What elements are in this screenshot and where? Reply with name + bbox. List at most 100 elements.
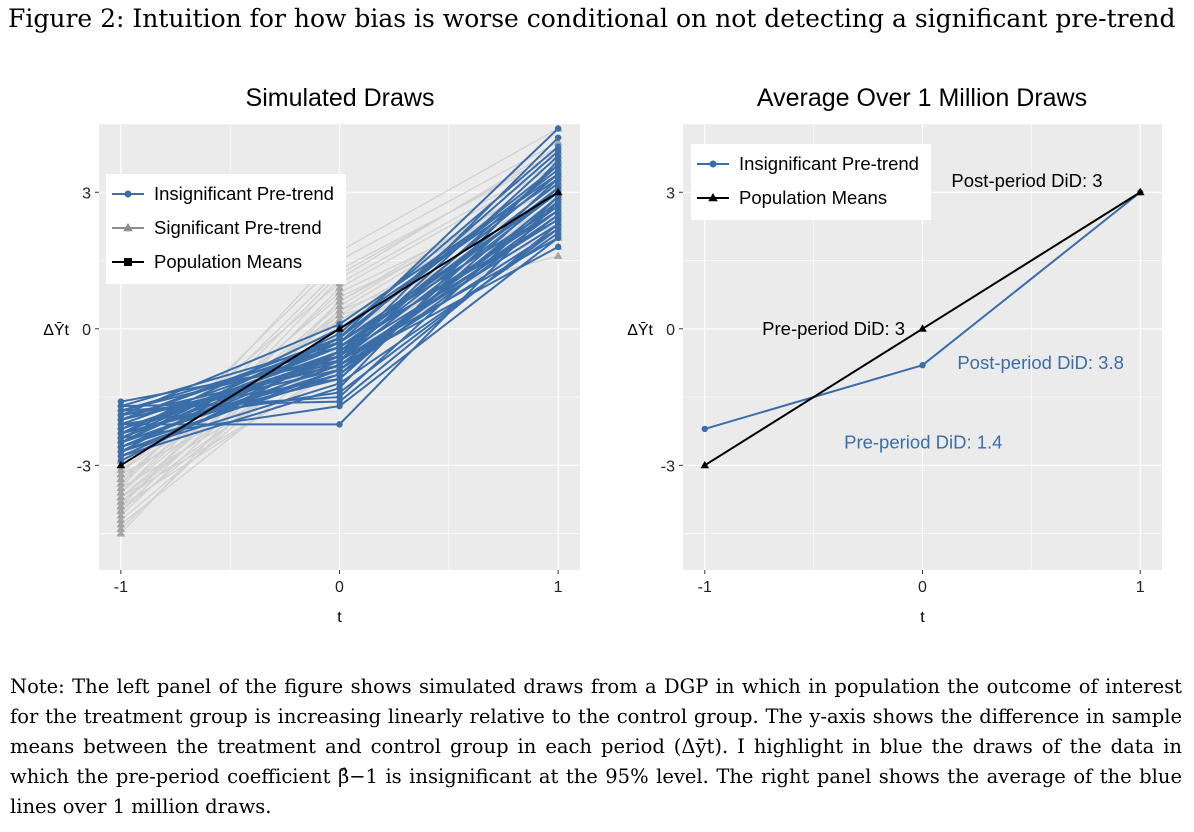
data-point xyxy=(700,460,710,469)
data-point xyxy=(335,315,344,323)
data-point xyxy=(554,184,562,191)
data-point xyxy=(918,324,927,332)
data-point xyxy=(554,207,562,214)
chart-title: Simulated Draws xyxy=(246,84,435,112)
data-point xyxy=(117,421,125,428)
data-point xyxy=(336,402,343,410)
data-point xyxy=(117,402,125,410)
y-tick-label: -3 xyxy=(77,458,91,475)
data-point xyxy=(554,198,562,205)
legend-key-marker xyxy=(123,223,133,232)
y-tick-label: 3 xyxy=(666,185,675,202)
series-population xyxy=(700,187,1145,469)
legend-box xyxy=(691,144,931,220)
legend: Insignificant Pre-trend Population Means xyxy=(691,144,931,220)
data-point xyxy=(554,143,562,150)
data-point xyxy=(117,430,125,437)
legend-label: Insignificant Pre-trend xyxy=(154,183,334,204)
data-point xyxy=(336,371,343,378)
data-point xyxy=(336,352,343,360)
legend-label: Population Means xyxy=(739,187,887,208)
data-point xyxy=(554,230,562,237)
data-point xyxy=(335,283,344,291)
data-point xyxy=(117,443,125,451)
data-point xyxy=(554,161,562,169)
data-point xyxy=(116,460,126,469)
data-point xyxy=(335,306,344,314)
legend-key-marker xyxy=(124,258,132,266)
data-point xyxy=(554,134,562,141)
data-point xyxy=(336,421,343,428)
data-point xyxy=(554,179,562,187)
data-point xyxy=(116,501,126,510)
data-point xyxy=(117,448,125,455)
legend-label: Significant Pre-trend xyxy=(154,217,322,238)
data-point xyxy=(336,398,343,405)
data-point xyxy=(701,425,708,433)
chart-panel-2: -3 0 3 -1 0 1 t ΔȲt Average Over 1 Million Draws… xyxy=(627,84,1162,626)
data-point xyxy=(336,330,343,337)
data-point xyxy=(919,362,926,369)
data-point xyxy=(554,202,562,210)
y-tick-label: 0 xyxy=(666,322,675,339)
data-point xyxy=(116,474,126,482)
data-point xyxy=(336,343,343,351)
legend: Insignificant Pre-trend Significant Pre-t… xyxy=(106,174,346,284)
data-point xyxy=(336,380,343,387)
data-point xyxy=(336,389,343,396)
data-point xyxy=(116,488,126,496)
data-point xyxy=(336,384,343,392)
legend-key-marker xyxy=(709,160,717,168)
annotation-label: Pre-period DiD: 3 xyxy=(762,318,905,339)
legend-label: Insignificant Pre-trend xyxy=(739,153,919,174)
data-point xyxy=(116,506,126,514)
data-point xyxy=(553,187,563,196)
data-point xyxy=(335,324,344,332)
data-point xyxy=(335,310,344,319)
data-point xyxy=(336,357,343,364)
data-point xyxy=(116,492,126,501)
data-point xyxy=(336,362,343,369)
data-point xyxy=(116,479,126,487)
data-point xyxy=(554,152,562,160)
legend-label: Population Means xyxy=(154,251,302,272)
data-point xyxy=(116,483,126,492)
legend-key-marker xyxy=(124,190,132,198)
data-point xyxy=(554,225,562,232)
data-point xyxy=(554,234,562,241)
x-tick-label: 0 xyxy=(335,579,344,596)
data-point xyxy=(553,137,563,146)
annotation-label: Pre-period DiD: 1.4 xyxy=(844,432,1002,453)
data-point xyxy=(554,125,562,132)
data-point xyxy=(554,157,562,164)
data-point xyxy=(116,469,126,478)
data-point xyxy=(554,148,562,155)
figure-charts: -3 0 3 -1 0 1 t ΔȲt Simulated Draws Insignificant… xyxy=(43,84,1162,626)
x-tick-label: 0 xyxy=(918,579,927,596)
data-point xyxy=(336,339,343,346)
annotation-label: Post-period DiD: 3 xyxy=(951,170,1102,191)
data-point xyxy=(1135,187,1145,196)
data-point xyxy=(116,515,126,523)
data-point xyxy=(116,529,126,537)
x-tick-label: 1 xyxy=(554,579,563,596)
legend-key-marker xyxy=(708,193,718,202)
data-point xyxy=(117,439,125,446)
y-axis-label: ΔȲt xyxy=(43,321,69,339)
x-tick-label: -1 xyxy=(114,579,128,596)
data-point xyxy=(554,243,562,251)
data-point xyxy=(117,416,125,424)
y-axis-label: ΔȲt xyxy=(627,321,653,339)
data-point xyxy=(336,366,343,373)
data-point xyxy=(554,220,562,228)
chart-panel-1: -3 0 3 -1 0 1 t ΔȲt Simulated Draws Insignificant… xyxy=(43,84,580,626)
data-point xyxy=(117,457,125,464)
data-point xyxy=(117,453,125,460)
data-point xyxy=(553,251,563,259)
series-population xyxy=(116,187,563,469)
data-point xyxy=(554,166,562,173)
data-point xyxy=(117,425,125,433)
data-point xyxy=(117,412,125,419)
x-tick-label: 1 xyxy=(1136,579,1145,596)
x-tick-label: -1 xyxy=(698,579,712,596)
